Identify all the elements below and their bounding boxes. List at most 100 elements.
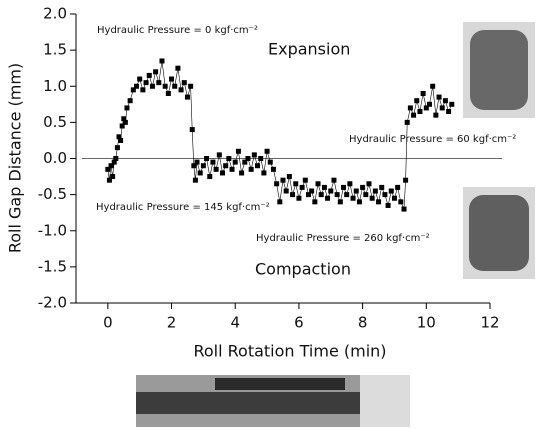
- data-point: [261, 170, 267, 176]
- annotation: Hydraulic Pressure = 0 kgf·cm⁻²: [97, 25, 258, 36]
- data-point: [449, 101, 455, 107]
- data-point: [379, 184, 385, 190]
- data-point: [356, 199, 362, 205]
- data-point: [360, 184, 366, 190]
- data-point: [245, 156, 251, 161]
- data-point: [321, 184, 327, 190]
- data-point: [426, 101, 432, 107]
- data-point: [315, 181, 321, 187]
- data-point: [312, 199, 318, 205]
- data-point: [116, 134, 122, 140]
- data-point: [216, 152, 222, 158]
- data-point: [251, 152, 257, 158]
- annotation: Hydraulic Pressure = 60 kgf·cm⁻²: [349, 134, 516, 145]
- data-point: [305, 192, 311, 198]
- x-tick-label: 10: [417, 314, 436, 332]
- data-point: [430, 83, 436, 89]
- y-tick-label: 1.5: [43, 41, 67, 59]
- data-point: [118, 137, 124, 143]
- data-point: [122, 119, 128, 125]
- data-point: [184, 94, 190, 100]
- data-point: [226, 156, 232, 161]
- x-tick-label: 0: [103, 314, 113, 332]
- data-line: [107, 60, 453, 210]
- data-point: [162, 83, 168, 89]
- data-point: [106, 177, 112, 183]
- data-point: [213, 166, 219, 172]
- data-point: [197, 170, 203, 176]
- data-point: [442, 98, 448, 104]
- data-point: [404, 119, 410, 125]
- data-point: [223, 163, 229, 169]
- light-area: [360, 375, 410, 427]
- data-point: [388, 188, 394, 194]
- data-point: [235, 148, 241, 154]
- data-point: [207, 174, 213, 180]
- data-point: [286, 174, 292, 180]
- data-point: [232, 159, 238, 165]
- data-point: [143, 80, 149, 86]
- data-point: [296, 195, 302, 201]
- y-axis-label: Roll Gap Distance (mm): [6, 63, 25, 253]
- data-point: [395, 184, 401, 190]
- data-point: [188, 83, 194, 89]
- data-point: [344, 192, 350, 198]
- data-point: [369, 195, 375, 201]
- data-point: [331, 177, 337, 183]
- data-point: [146, 72, 152, 78]
- data-point: [382, 192, 388, 198]
- data-point: [280, 177, 286, 183]
- data-point: [169, 76, 175, 82]
- data-point: [403, 177, 409, 183]
- data-point: [290, 192, 296, 198]
- photo-rolls: [136, 375, 410, 427]
- data-point: [165, 90, 171, 96]
- y-tick-label: 0.0: [43, 149, 67, 167]
- data-point: [189, 127, 195, 133]
- briquettes: [469, 195, 529, 271]
- data-point: [113, 156, 119, 161]
- data-point: [274, 181, 280, 187]
- data-point: [417, 109, 423, 115]
- data-point: [350, 195, 356, 201]
- data-point: [108, 163, 114, 169]
- x-tick-label: 8: [358, 314, 368, 332]
- data-point: [318, 192, 324, 198]
- data-point: [353, 188, 359, 194]
- data-point: [407, 105, 413, 111]
- data-point: [105, 166, 111, 172]
- data-point: [134, 83, 140, 89]
- data-point: [124, 105, 130, 111]
- data-point: [401, 206, 407, 212]
- data-point: [302, 177, 308, 183]
- data-point: [309, 188, 315, 194]
- annotation: Hydraulic Pressure = 260 kgf·cm⁻²: [256, 233, 430, 244]
- data-point: [248, 166, 254, 172]
- data-point: [239, 170, 245, 176]
- data-point: [111, 159, 117, 165]
- annotation: Compaction: [255, 260, 351, 279]
- data-point: [325, 195, 331, 201]
- data-point: [420, 90, 426, 96]
- data-point: [423, 105, 429, 111]
- data-point: [204, 156, 210, 161]
- data-point: [242, 159, 248, 165]
- data-point: [200, 163, 206, 169]
- data-point: [114, 145, 120, 151]
- annotation: Hydraulic Pressure = 145 kgf·cm⁻²: [96, 202, 270, 213]
- data-point: [191, 163, 197, 169]
- data-point: [119, 123, 125, 129]
- data-point: [328, 188, 334, 194]
- y-tick-label: 0.5: [43, 113, 67, 131]
- photo-expansion: [463, 22, 535, 118]
- briquettes: [470, 30, 528, 110]
- data-point: [334, 192, 340, 198]
- data-point: [283, 188, 289, 194]
- data-point: [178, 87, 184, 93]
- data-point: [414, 98, 420, 104]
- data-point: [127, 98, 133, 104]
- y-tick-label: 2.0: [43, 5, 67, 23]
- data-point: [229, 166, 235, 172]
- data-point: [436, 94, 442, 100]
